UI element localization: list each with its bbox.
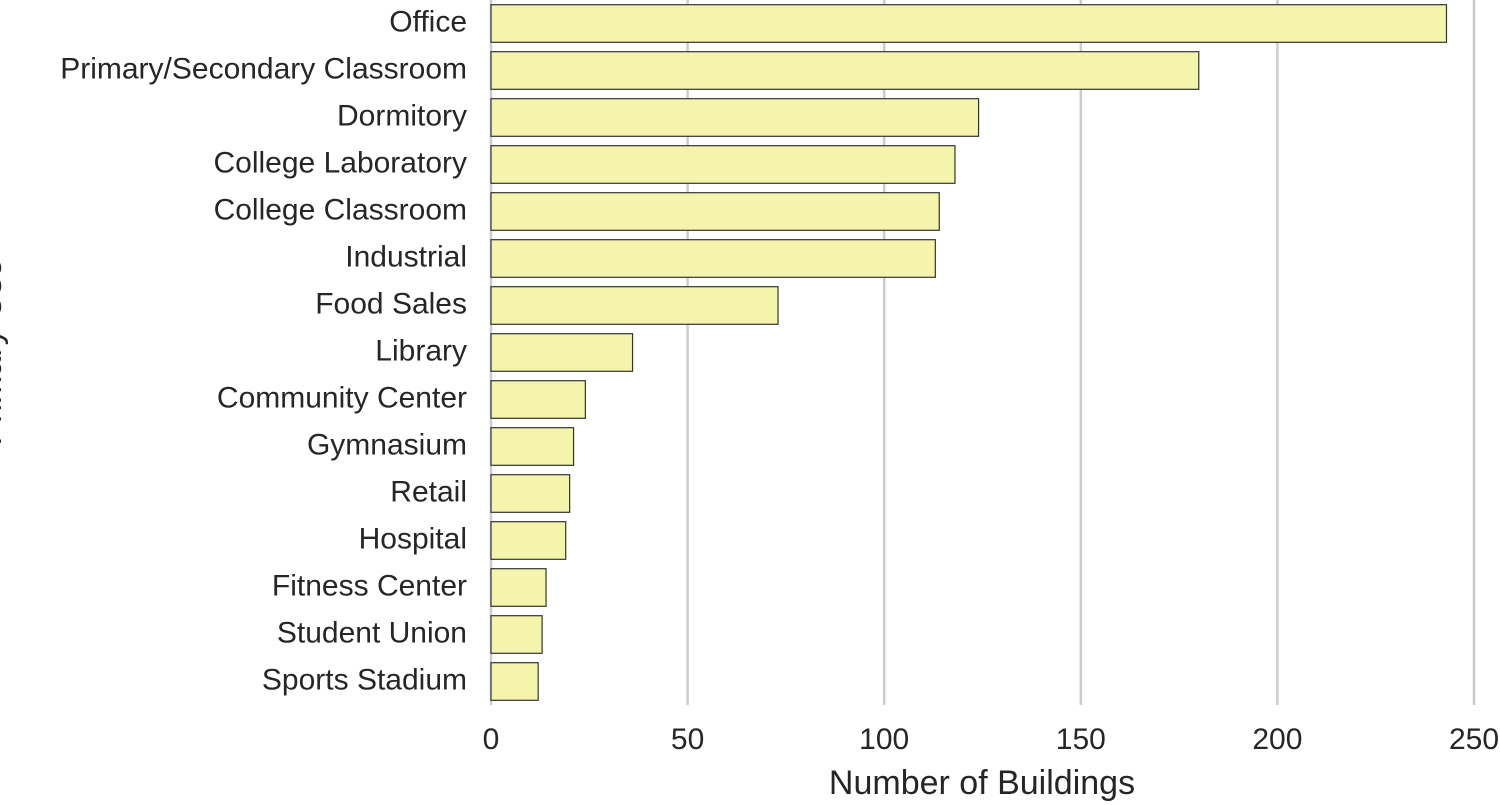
y-axis-label: Primary Use xyxy=(0,258,9,445)
bar xyxy=(490,286,779,325)
bar xyxy=(490,615,543,654)
y-tick-label: Hospital xyxy=(359,522,467,555)
y-tick-label: Office xyxy=(389,5,467,38)
x-tick-label: 150 xyxy=(1056,723,1106,756)
x-tick-label: 50 xyxy=(671,723,704,756)
bar xyxy=(490,474,571,513)
x-tick-label: 0 xyxy=(483,723,500,756)
y-tick-label: Student Union xyxy=(277,616,467,649)
y-tick-label: Food Sales xyxy=(315,287,467,320)
y-tick-label: College Laboratory xyxy=(214,146,468,179)
bar xyxy=(490,380,586,419)
bar xyxy=(490,51,1200,90)
bar xyxy=(490,192,940,231)
y-tick-label: College Classroom xyxy=(214,193,467,226)
y-tick-label: Dormitory xyxy=(337,99,467,132)
bar xyxy=(490,333,634,372)
bar xyxy=(490,98,980,137)
y-tick-label: Library xyxy=(375,334,467,367)
bar xyxy=(490,427,575,466)
bar xyxy=(490,521,567,560)
x-tick-label: 200 xyxy=(1252,723,1302,756)
y-tick-label: Fitness Center xyxy=(272,569,467,602)
bar xyxy=(490,662,539,701)
bar xyxy=(490,4,1448,43)
y-tick-label: Sports Stadium xyxy=(262,663,467,696)
bar xyxy=(490,568,547,607)
x-tick-label: 100 xyxy=(859,723,909,756)
x-axis-label: Number of Buildings xyxy=(829,764,1135,802)
bar xyxy=(490,239,936,278)
y-tick-label: Gymnasium xyxy=(307,428,467,461)
y-tick-label: Community Center xyxy=(217,381,467,414)
y-tick-label: Primary/Secondary Classroom xyxy=(60,52,467,85)
y-tick-label: Industrial xyxy=(345,240,467,273)
bar xyxy=(490,145,956,184)
x-tick-label: 250 xyxy=(1449,723,1499,756)
y-tick-label: Retail xyxy=(390,475,467,508)
